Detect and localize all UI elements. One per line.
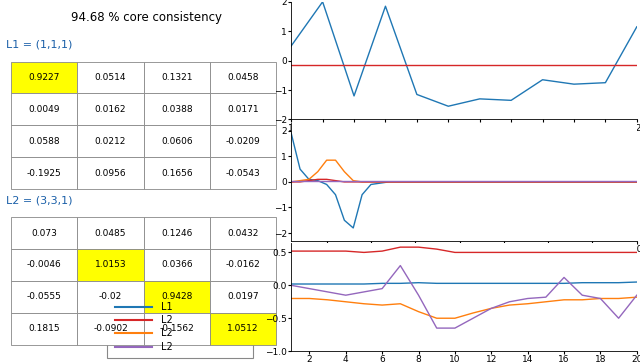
- Text: 0.1656: 0.1656: [161, 169, 193, 177]
- Bar: [107, 299, 253, 358]
- Text: L1: L1: [161, 302, 172, 312]
- Bar: [143, 93, 210, 125]
- Text: 0.073: 0.073: [31, 229, 58, 237]
- Text: 0.0606: 0.0606: [161, 137, 193, 146]
- Text: 0.0588: 0.0588: [29, 137, 60, 146]
- Text: 0.9227: 0.9227: [29, 73, 60, 82]
- Bar: [12, 62, 77, 93]
- Text: 0.0432: 0.0432: [227, 229, 259, 237]
- Text: L2: L2: [161, 342, 172, 352]
- Text: 0.0514: 0.0514: [95, 73, 126, 82]
- Text: 0.1815: 0.1815: [29, 324, 60, 333]
- Text: 0.0366: 0.0366: [161, 261, 193, 269]
- Text: -0.1562: -0.1562: [159, 324, 194, 333]
- Bar: [77, 62, 143, 93]
- Bar: [77, 217, 143, 249]
- Text: -0.0902: -0.0902: [93, 324, 128, 333]
- Bar: [143, 217, 210, 249]
- Text: 1.0512: 1.0512: [227, 324, 259, 333]
- Bar: [12, 281, 77, 313]
- Text: 0.0171: 0.0171: [227, 105, 259, 114]
- Bar: [210, 313, 276, 345]
- Text: 0.0458: 0.0458: [227, 73, 259, 82]
- Bar: [210, 93, 276, 125]
- Text: L2: L2: [161, 315, 172, 325]
- Text: -0.0046: -0.0046: [27, 261, 61, 269]
- Bar: [77, 125, 143, 157]
- Text: 0.0049: 0.0049: [29, 105, 60, 114]
- Text: 0.0956: 0.0956: [95, 169, 126, 177]
- Bar: [210, 217, 276, 249]
- Text: L2 = (3,3,1): L2 = (3,3,1): [6, 195, 72, 206]
- Bar: [77, 249, 143, 281]
- Bar: [77, 281, 143, 313]
- Bar: [12, 249, 77, 281]
- Text: 0.9428: 0.9428: [161, 292, 193, 301]
- Text: 0.0485: 0.0485: [95, 229, 126, 237]
- Bar: [77, 157, 143, 189]
- Text: 0.0162: 0.0162: [95, 105, 126, 114]
- Bar: [143, 313, 210, 345]
- Bar: [12, 217, 77, 249]
- Text: 0.0388: 0.0388: [161, 105, 193, 114]
- Text: -0.0162: -0.0162: [225, 261, 260, 269]
- Text: 0.0197: 0.0197: [227, 292, 259, 301]
- Bar: [143, 62, 210, 93]
- Text: L2: L2: [161, 328, 172, 338]
- Bar: [77, 313, 143, 345]
- Text: 94.68 % core consistency: 94.68 % core consistency: [71, 11, 222, 24]
- Bar: [143, 125, 210, 157]
- Text: -0.0555: -0.0555: [27, 292, 62, 301]
- Text: -0.0209: -0.0209: [225, 137, 260, 146]
- Text: 0.1246: 0.1246: [161, 229, 193, 237]
- Bar: [77, 93, 143, 125]
- Text: -0.02: -0.02: [99, 292, 122, 301]
- Bar: [210, 125, 276, 157]
- Bar: [210, 281, 276, 313]
- Bar: [12, 157, 77, 189]
- Text: -0.1925: -0.1925: [27, 169, 61, 177]
- Bar: [12, 313, 77, 345]
- Bar: [210, 249, 276, 281]
- Bar: [12, 93, 77, 125]
- Bar: [143, 281, 210, 313]
- Text: -0.0543: -0.0543: [225, 169, 260, 177]
- Text: 0.1321: 0.1321: [161, 73, 193, 82]
- Text: 0.0212: 0.0212: [95, 137, 126, 146]
- Bar: [143, 249, 210, 281]
- Bar: [210, 62, 276, 93]
- Bar: [12, 125, 77, 157]
- Bar: [210, 157, 276, 189]
- X-axis label: Frequency (Hz): Frequency (Hz): [428, 255, 500, 265]
- X-axis label: Subject: Subject: [445, 134, 483, 144]
- Text: L1 = (1,1,1): L1 = (1,1,1): [6, 40, 72, 50]
- Text: 1.0153: 1.0153: [95, 261, 126, 269]
- Bar: [143, 157, 210, 189]
